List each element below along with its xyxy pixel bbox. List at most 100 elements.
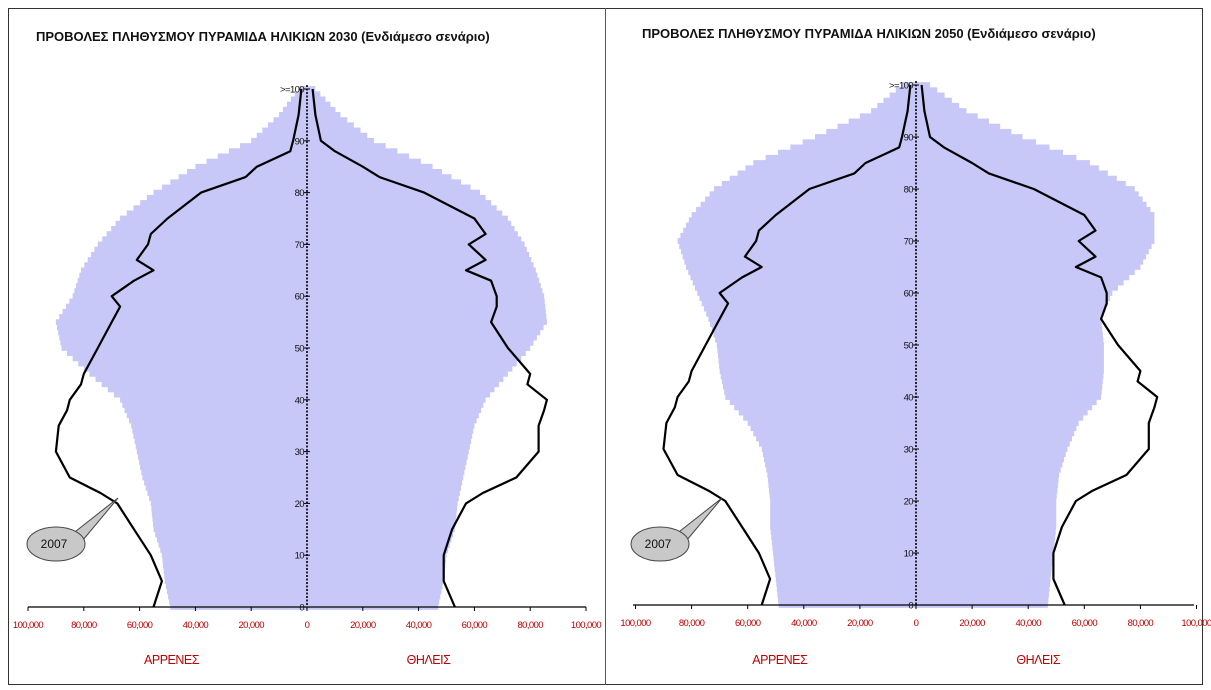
female-bar [307, 521, 456, 527]
male-bar [777, 591, 916, 598]
male-bar [770, 498, 916, 504]
female-bar [916, 82, 931, 88]
female-bar [307, 184, 471, 191]
male-bar [745, 165, 916, 172]
male-bar [146, 194, 307, 201]
male-bar [758, 440, 916, 447]
female-bar [916, 352, 1104, 359]
line-2007-females [920, 84, 1159, 606]
female-bar [307, 583, 443, 590]
male-bar [131, 422, 307, 429]
female-bar [307, 267, 536, 274]
female-bar [916, 113, 978, 120]
female-bar [307, 282, 541, 289]
female-bar [307, 536, 452, 543]
chart-title: ΠΡΟΒΟΛΕΣ ΠΛΗΘΥΣΜΟΥ ΠΥΡΑΜΙΔΑ ΗΛΙΚΙΩΝ 2030… [36, 29, 490, 44]
male-bar [767, 472, 916, 478]
female-bar [916, 201, 1147, 208]
female-bar [916, 524, 1057, 530]
male-bar [74, 288, 308, 294]
female-bar [916, 565, 1052, 572]
female-bar [307, 371, 508, 377]
male-bar [135, 443, 307, 450]
female-bar [916, 175, 1117, 182]
male-bar [715, 336, 916, 343]
x-tick-label: 80,000 [679, 618, 705, 629]
male-bar [132, 428, 307, 434]
callout-2007: 2007 [630, 497, 723, 562]
female-bar [916, 555, 1053, 562]
male-bar [161, 552, 307, 559]
female-bar [307, 391, 491, 398]
male-bar [729, 399, 916, 406]
male-bar [164, 573, 307, 579]
female-bar [916, 326, 1103, 333]
males-label: ΑΡΡΕΝΕΣ [144, 653, 200, 667]
projection-bars [677, 82, 1155, 608]
female-bar [916, 472, 1060, 478]
male-bar [700, 201, 916, 208]
line-2007-males [662, 84, 912, 606]
female-bar [916, 227, 1155, 234]
female-bar [916, 321, 1102, 328]
female-bar [307, 479, 463, 486]
male-bar [701, 300, 916, 307]
male-bar [168, 593, 307, 600]
female-bar [307, 205, 497, 212]
female-bar [307, 319, 547, 325]
line-2007-males [54, 88, 303, 608]
male-bar [163, 567, 307, 574]
female-bar [307, 127, 361, 134]
male-bar [267, 122, 307, 129]
male-bar [713, 331, 916, 338]
y-tick-label: 20 [295, 499, 305, 510]
male-bar [685, 222, 916, 229]
female-bar [307, 298, 545, 305]
female-bar [916, 430, 1075, 437]
x-tick-label: 100,000 [571, 620, 601, 631]
male-bar [153, 189, 307, 196]
male-bar [102, 236, 308, 243]
male-bar [682, 253, 916, 260]
male-bar [766, 466, 916, 473]
male-bar [120, 396, 307, 403]
x-tick-label: 20,000 [959, 618, 985, 629]
male-bar [147, 490, 307, 496]
y-tick-label: >=100 [280, 85, 304, 96]
female-bar [307, 541, 450, 548]
female-bar [916, 347, 1104, 354]
male-bar [217, 153, 307, 160]
male-bar [724, 388, 916, 395]
female-bar [916, 513, 1057, 520]
female-bar [307, 143, 386, 149]
female-bar [307, 407, 482, 414]
female-bar [307, 464, 466, 471]
female-bar [916, 498, 1057, 504]
male-bar [889, 92, 916, 99]
male-bar [65, 303, 307, 310]
female-bar [916, 149, 1063, 156]
female-bar [307, 490, 460, 496]
chart-title: ΠΡΟΒΟΛΕΣ ΠΛΗΘΥΣΜΟΥ ΠΥΡΑΜΙΔΑ ΗΛΙΚΙΩΝ 2050… [642, 26, 1096, 41]
male-bar [684, 258, 916, 265]
females-label: ΘΗΛΕΙΣ [407, 653, 451, 667]
female-bar [307, 598, 440, 605]
female-bar [916, 451, 1066, 458]
female-bar [307, 179, 462, 186]
male-bar [776, 581, 916, 588]
female-bar [916, 388, 1102, 395]
male-bar [262, 127, 307, 134]
female-bar [916, 238, 1155, 244]
female-bar [916, 144, 1050, 151]
y-tick-label: 40 [904, 393, 914, 404]
female-bar [307, 355, 522, 362]
male-bar [81, 267, 307, 274]
male-bar [777, 149, 916, 156]
female-bar [916, 331, 1103, 338]
female-bar [307, 293, 545, 300]
male-bar [762, 451, 916, 458]
male-bar [708, 316, 916, 322]
female-bar [916, 165, 1099, 172]
male-bar [815, 134, 916, 140]
